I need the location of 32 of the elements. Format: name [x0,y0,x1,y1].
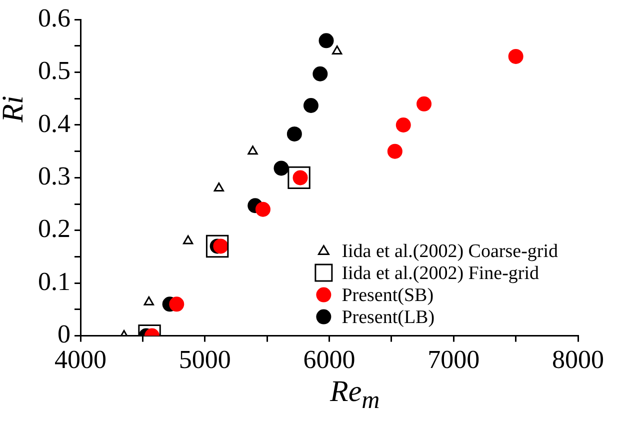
legend-label: Present(SB) [342,284,434,306]
point [255,202,270,217]
point [318,33,334,48]
point [508,48,524,64]
legend-label: Iida et al.(2002) Coarse-grid [342,240,558,262]
legend-label: Iida et al.(2002) Fine-grid [342,262,540,284]
y-tick-label: 0.4 [38,108,70,138]
point [274,160,289,176]
y-tick-label: 0.3 [38,162,70,191]
y-tick-label: 0.6 [38,3,70,32]
x-axis-title: Re$_{m}$ [330,375,380,415]
y-tick-label: 0.2 [38,214,70,244]
y-tick-label: 0.5 [38,56,70,86]
x-tick-label: 5000 [178,345,231,374]
point [416,96,432,112]
x-tick-label: 8000 [552,345,604,374]
point [396,118,411,132]
point [169,296,184,312]
point [387,144,402,159]
x-tick-label: 7000 [428,345,480,374]
point [248,146,258,155]
point [303,98,318,113]
y-axis-title: Ri [0,96,30,122]
x-tick-label: 6000 [303,345,356,374]
point [286,126,302,142]
point [214,182,224,192]
point [312,66,328,82]
point [332,45,342,54]
point [183,235,194,244]
y-tick-label: 0.1 [38,266,70,296]
point [144,296,154,306]
legend-label: Present(LB) [342,306,435,328]
